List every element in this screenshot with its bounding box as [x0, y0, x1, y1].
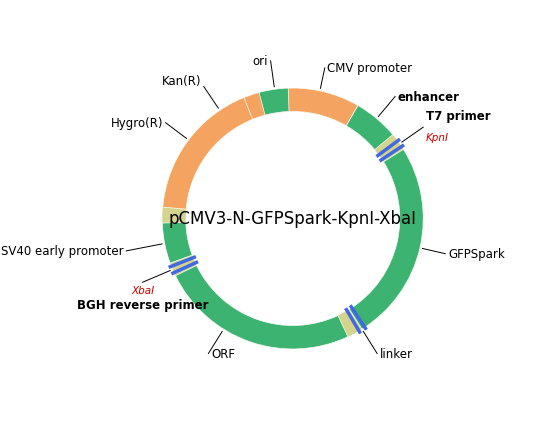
Text: GFPSpark: GFPSpark [448, 247, 505, 261]
Wedge shape [346, 106, 393, 150]
Text: pCMV3-N-GFPSpark-KpnI-XbaI: pCMV3-N-GFPSpark-KpnI-XbaI [169, 210, 417, 228]
Wedge shape [162, 223, 192, 264]
Text: Hygro(R): Hygro(R) [110, 117, 163, 130]
Text: XbaI: XbaI [131, 285, 154, 295]
Text: linker: linker [380, 347, 413, 360]
Text: CMV promoter: CMV promoter [327, 62, 412, 75]
Text: ori: ori [252, 55, 268, 68]
Wedge shape [281, 89, 358, 127]
Text: SV40 early promoter: SV40 early promoter [1, 245, 123, 258]
Text: T7 primer: T7 primer [426, 110, 490, 123]
Wedge shape [163, 98, 253, 210]
Wedge shape [176, 266, 348, 349]
Text: BGH reverse primer: BGH reverse primer [77, 298, 209, 311]
Text: ORF: ORF [211, 347, 235, 360]
Wedge shape [186, 90, 278, 158]
Wedge shape [162, 89, 423, 349]
Wedge shape [349, 150, 423, 329]
Text: enhancer: enhancer [398, 91, 460, 104]
Text: KpnI: KpnI [426, 133, 449, 143]
Wedge shape [259, 89, 289, 116]
Text: Kan(R): Kan(R) [162, 74, 201, 87]
